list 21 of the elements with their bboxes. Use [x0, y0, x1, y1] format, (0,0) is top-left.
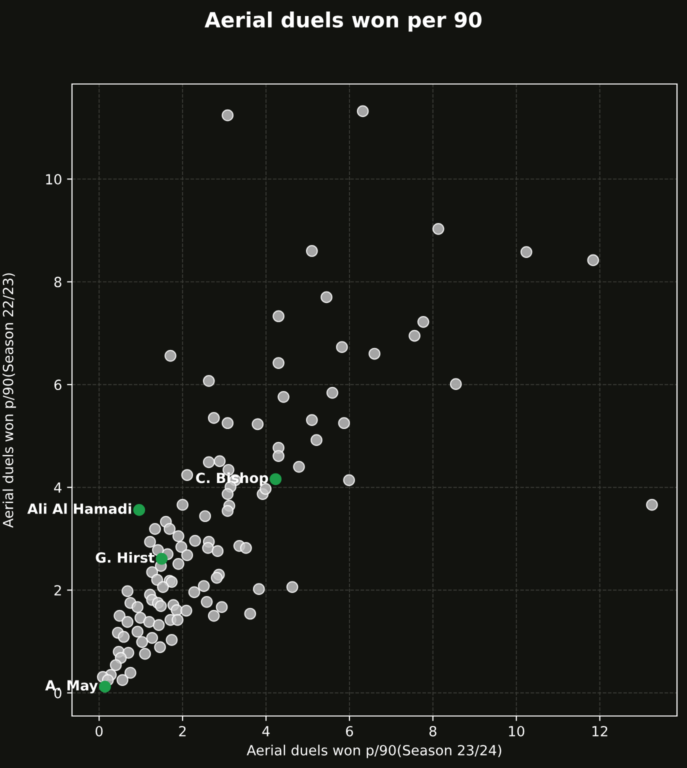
y-tick-label: 8: [54, 276, 62, 288]
x-tick-label: 8: [429, 726, 436, 736]
x-tick-label: 6: [346, 726, 354, 736]
x-tick-label: 12: [592, 726, 608, 736]
annotation: Ali Al Hamadi: [27, 503, 132, 514]
x-tick-label: 2: [179, 726, 186, 736]
y-tick-label: 10: [46, 174, 62, 185]
y-tick-label: 2: [54, 585, 61, 596]
x-tick-label: 4: [262, 726, 270, 736]
x-tick-label: 10: [509, 726, 524, 736]
point: [156, 552, 168, 565]
x-axis-title: Aerial duels won p/90(Season 23/24): [246, 744, 502, 758]
point: [133, 504, 146, 516]
point: [270, 473, 282, 486]
x-tick-label: 0: [96, 726, 103, 736]
y-tick-label: 6: [54, 380, 62, 390]
y-tick-label: 4: [54, 482, 62, 493]
point: [99, 680, 111, 693]
y-axis-title: Aerial duels won p/90(Season 22/23): [2, 273, 16, 528]
chart-title: Aerial duels won per 90: [204, 12, 482, 32]
annotation: G. Hirst: [96, 552, 154, 563]
